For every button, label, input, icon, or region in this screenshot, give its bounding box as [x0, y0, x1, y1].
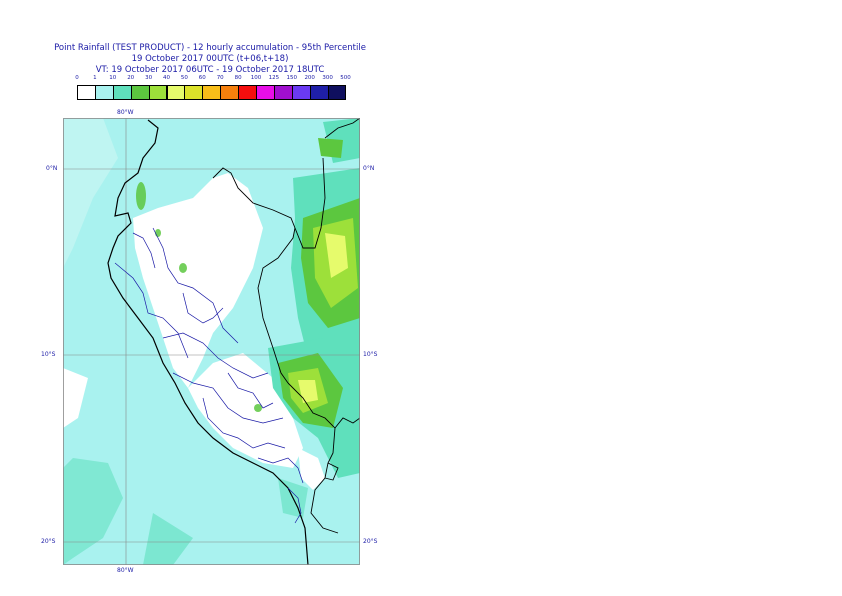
border-brazil-bolivia — [334, 417, 360, 429]
legend-tick-label: 70 — [216, 75, 224, 81]
legend-swatch — [220, 85, 240, 100]
rainfall-map — [63, 118, 360, 565]
offshore-rain-1 — [63, 458, 123, 565]
legend-tick-label: 125 — [268, 75, 280, 81]
legend-swatch — [148, 85, 168, 100]
legend-swatch — [77, 85, 96, 100]
rain-spot-4 — [254, 404, 262, 412]
region-line-5 — [202, 397, 286, 449]
lat-label-20-left: 20°S — [41, 538, 56, 545]
offshore-streak — [63, 118, 118, 268]
legend-tick-label: 150 — [286, 75, 298, 81]
legend-swatch — [238, 85, 257, 100]
border-peru-brazil — [257, 227, 296, 384]
legend-swatch — [94, 85, 114, 100]
rain-east-yellow — [325, 233, 348, 278]
legend-swatch — [166, 85, 186, 100]
lat-label-0-right: 0°N — [363, 165, 375, 172]
legend-tick-label: 300 — [322, 75, 333, 81]
legend-tick-label: 80 — [234, 75, 242, 81]
border-ecuador-peru — [212, 167, 296, 229]
legend-tick-label: 200 — [304, 75, 315, 81]
legend-swatch — [273, 85, 293, 100]
lake-titicaca — [324, 462, 339, 481]
legend-tick-label: 10 — [109, 75, 117, 81]
map-frame — [63, 118, 360, 565]
border-colombia-brazil — [294, 157, 326, 249]
legend-tick-label: 100 — [250, 75, 262, 81]
lat-label-10-left: 10°S — [41, 351, 56, 358]
lat-label-10-right: 10°S — [363, 351, 378, 358]
region-line-6 — [257, 457, 304, 484]
coastline — [107, 119, 309, 565]
dry-land-titicaca — [298, 448, 325, 490]
legend-swatch — [291, 85, 311, 100]
title-line-2: 19 October 2017 00UTC (t+06,t+18) — [131, 54, 289, 64]
lat-label-20-right: 20°S — [363, 538, 378, 545]
region-line-10 — [132, 232, 156, 269]
legend-tick-label: 30 — [145, 75, 153, 81]
border-north-east — [324, 118, 360, 139]
map-canvas — [63, 118, 360, 565]
lon-label-top: 80°W — [117, 109, 134, 116]
region-line-2 — [152, 227, 239, 344]
legend-tick-label: 50 — [180, 75, 188, 81]
legend-tick-label: 500 — [340, 75, 351, 81]
rain-se-yellow — [298, 380, 318, 403]
legend-swatch — [327, 85, 347, 100]
legend-swatch — [309, 85, 329, 100]
rain-ne-green — [318, 138, 343, 158]
region-line-9 — [287, 487, 302, 524]
rain-spot-1 — [136, 182, 146, 210]
legend-swatch — [256, 85, 275, 100]
rain-spot-2 — [179, 263, 187, 273]
title-line-1: Point Rainfall (TEST PRODUCT) - 12 hourl… — [54, 43, 366, 53]
offshore-white-patch — [63, 368, 88, 428]
border-peru-bolivia — [287, 382, 339, 534]
rain-spot-3 — [155, 229, 161, 237]
legend-tick-label: 0 — [75, 75, 79, 81]
legend-tick-label: 60 — [198, 75, 206, 81]
dry-land-north — [133, 173, 263, 388]
region-line-8 — [227, 372, 274, 409]
legend-swatch — [184, 85, 204, 100]
legend-tick-label: 1 — [93, 75, 97, 81]
title-line-3: VT: 19 October 2017 06UTC - 19 October 2… — [95, 65, 325, 75]
lon-label-bottom: 80°W — [117, 567, 134, 574]
legend-tick-label: 40 — [163, 75, 170, 81]
offshore-rain-2 — [143, 513, 193, 565]
legend-swatch — [130, 85, 150, 100]
region-line-1 — [114, 262, 189, 359]
region-line-7 — [182, 292, 224, 324]
legend-swatch — [112, 85, 132, 100]
lat-label-0-left: 0°N — [46, 165, 58, 172]
region-line-3 — [162, 332, 269, 379]
region-line-4 — [172, 372, 284, 424]
legend-swatch — [202, 85, 222, 100]
legend-tick-label: 20 — [127, 75, 135, 81]
